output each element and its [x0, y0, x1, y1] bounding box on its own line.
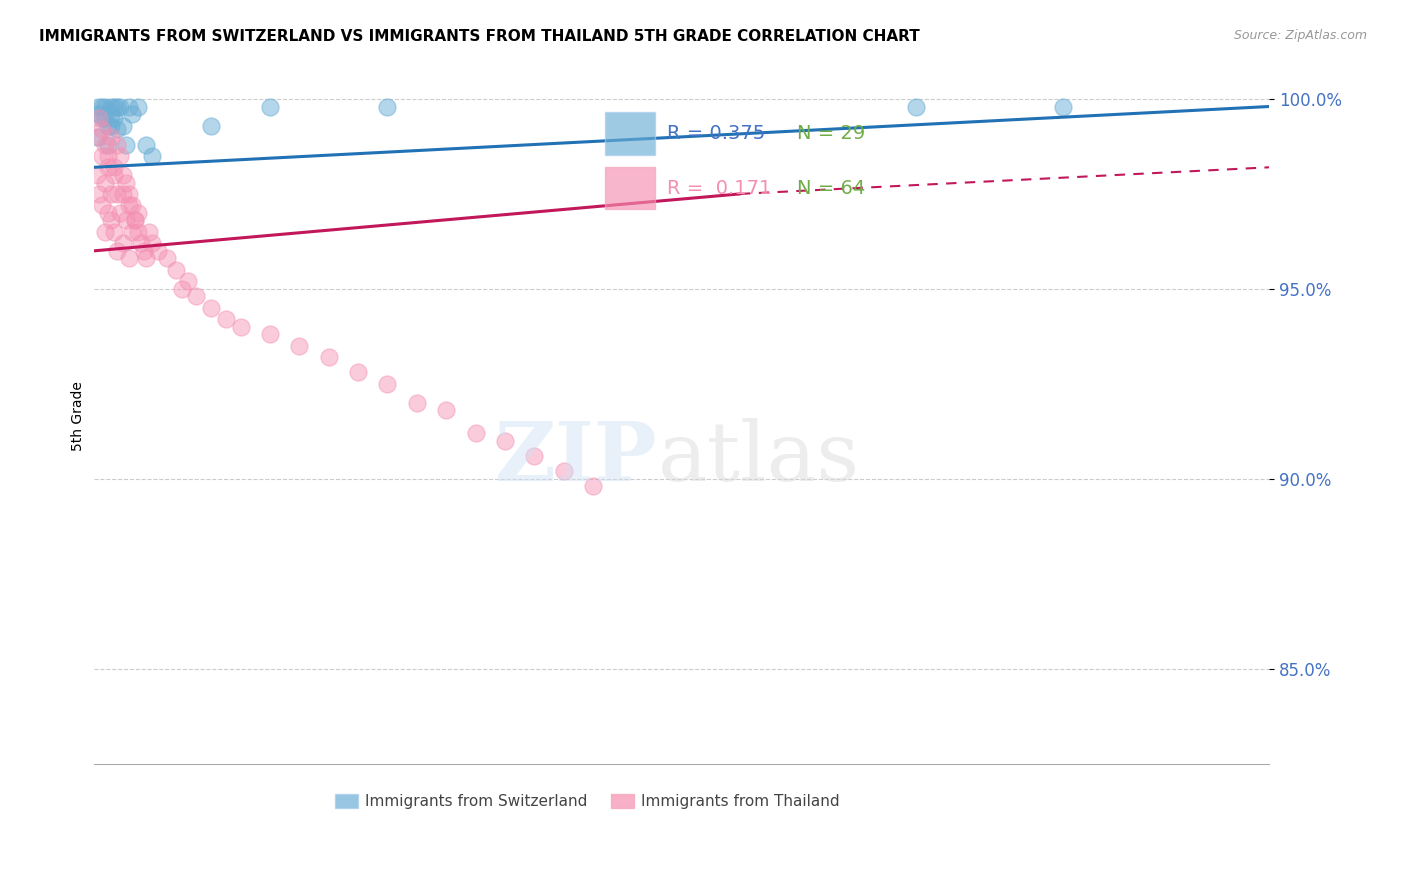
Point: [186, 289, 208, 303]
Point: [100, 99, 122, 113]
Point: [523, 449, 546, 463]
Point: [170, 282, 193, 296]
Point: [100, 213, 122, 227]
Point: [111, 186, 134, 201]
Point: [135, 137, 157, 152]
Point: [94, 99, 117, 113]
Point: [118, 186, 141, 201]
Point: [103, 99, 125, 113]
Point: [105, 122, 128, 136]
Point: [118, 252, 141, 266]
Point: [259, 327, 281, 342]
Point: [176, 274, 198, 288]
Point: [89, 107, 111, 121]
Point: [582, 479, 605, 493]
Point: [121, 198, 143, 212]
Point: [377, 376, 399, 391]
Point: [100, 129, 122, 144]
Point: [89, 111, 111, 125]
Point: [138, 225, 160, 239]
Point: [111, 119, 134, 133]
Point: [89, 99, 111, 113]
Point: [97, 137, 120, 152]
Text: IMMIGRANTS FROM SWITZERLAND VS IMMIGRANTS FROM THAILAND 5TH GRADE CORRELATION CH: IMMIGRANTS FROM SWITZERLAND VS IMMIGRANT…: [39, 29, 920, 44]
Point: [97, 119, 120, 133]
Point: [318, 351, 340, 365]
Point: [103, 111, 125, 125]
Text: ZIP: ZIP: [495, 417, 658, 498]
Point: [91, 122, 114, 136]
Legend: Immigrants from Switzerland, Immigrants from Thailand: Immigrants from Switzerland, Immigrants …: [329, 788, 846, 815]
Point: [108, 99, 131, 113]
Point: [111, 236, 134, 251]
Point: [141, 149, 163, 163]
Point: [124, 213, 146, 227]
Point: [86, 168, 108, 182]
Point: [108, 149, 131, 163]
Point: [100, 119, 122, 133]
Point: [115, 137, 138, 152]
Point: [156, 252, 179, 266]
Point: [94, 176, 117, 190]
Point: [288, 339, 311, 353]
Point: [118, 99, 141, 113]
Point: [91, 99, 114, 113]
Point: [105, 244, 128, 258]
Point: [100, 186, 122, 201]
Point: [103, 168, 125, 182]
Point: [100, 107, 122, 121]
Point: [1052, 99, 1074, 113]
Point: [135, 252, 157, 266]
Point: [111, 168, 134, 182]
Point: [91, 149, 114, 163]
Point: [97, 206, 120, 220]
Point: [97, 149, 120, 163]
Point: [108, 206, 131, 220]
Point: [103, 225, 125, 239]
Point: [200, 301, 222, 315]
Point: [127, 99, 149, 113]
Point: [229, 319, 252, 334]
Point: [103, 161, 125, 175]
Point: [89, 129, 111, 144]
Point: [91, 198, 114, 212]
Point: [86, 129, 108, 144]
Point: [94, 111, 117, 125]
Point: [105, 186, 128, 201]
Point: [121, 225, 143, 239]
Point: [89, 186, 111, 201]
Point: [129, 236, 152, 251]
Point: [377, 99, 399, 113]
Point: [94, 225, 117, 239]
Point: [494, 434, 516, 448]
Point: [105, 137, 128, 152]
Point: [97, 161, 120, 175]
Point: [121, 107, 143, 121]
Point: [405, 396, 427, 410]
Text: Source: ZipAtlas.com: Source: ZipAtlas.com: [1233, 29, 1367, 42]
Point: [132, 244, 155, 258]
Point: [94, 137, 117, 152]
Point: [118, 198, 141, 212]
Point: [553, 464, 575, 478]
Point: [124, 213, 146, 227]
Point: [259, 99, 281, 113]
Point: [347, 366, 370, 380]
Point: [115, 213, 138, 227]
Point: [141, 236, 163, 251]
Point: [434, 403, 457, 417]
Point: [127, 225, 149, 239]
Point: [215, 312, 238, 326]
Point: [148, 244, 170, 258]
Y-axis label: 5th Grade: 5th Grade: [72, 381, 86, 451]
Point: [905, 99, 928, 113]
Point: [91, 111, 114, 125]
Point: [200, 119, 222, 133]
Point: [464, 426, 486, 441]
Point: [105, 99, 128, 113]
Point: [127, 206, 149, 220]
Point: [165, 263, 187, 277]
Point: [115, 176, 138, 190]
Text: atlas: atlas: [658, 417, 860, 498]
